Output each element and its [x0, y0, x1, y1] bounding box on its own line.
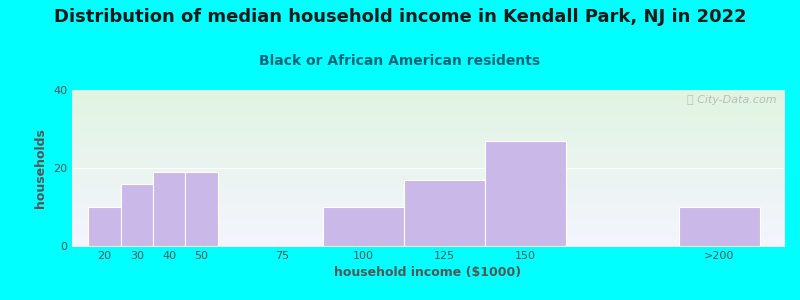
Bar [323, 207, 404, 246]
Bar [186, 172, 218, 246]
Bar [153, 172, 186, 246]
X-axis label: household income ($1000): household income ($1000) [334, 266, 522, 279]
Bar [485, 141, 566, 246]
Bar [88, 207, 121, 246]
Bar [404, 180, 485, 246]
Text: Black or African American residents: Black or African American residents [259, 54, 541, 68]
Text: Distribution of median household income in Kendall Park, NJ in 2022: Distribution of median household income … [54, 8, 746, 26]
Bar [679, 207, 760, 246]
Text: ⓘ City-Data.com: ⓘ City-Data.com [687, 95, 777, 105]
Y-axis label: households: households [34, 128, 47, 208]
Bar [121, 184, 153, 246]
